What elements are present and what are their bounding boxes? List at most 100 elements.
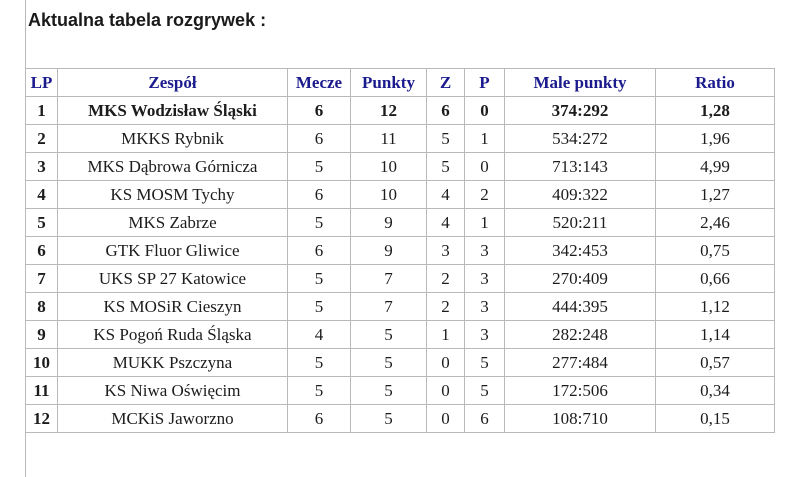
cell-mecze: 5 [287, 376, 351, 405]
cell-punkty: 5 [350, 320, 427, 349]
cell-z: 2 [426, 292, 465, 321]
cell-punkty: 7 [350, 292, 427, 321]
cell-lp: 8 [25, 292, 58, 321]
cell-male_punkty: 172:506 [504, 376, 656, 405]
cell-lp: 10 [25, 348, 58, 377]
table-row: 7 UKS SP 27 Katowice 5 7 2 3 270:409 0,66 [25, 264, 775, 293]
cell-team: KS MOSM Tychy [57, 180, 288, 209]
page-title: Aktualna tabela rozgrywek : [28, 10, 267, 30]
column-header-lp: LP [25, 68, 58, 97]
cell-punkty: 7 [350, 264, 427, 293]
column-header-p: P [464, 68, 505, 97]
cell-team: MKS Zabrze [57, 208, 288, 237]
cell-ratio: 1,27 [655, 180, 775, 209]
table-body: 1 MKS Wodzisław Śląski 6 12 6 0 374:292 1,28 2 MK… [25, 96, 775, 433]
cell-team: KS MOSiR Cieszyn [57, 292, 288, 321]
table-row: 5 MKS Zabrze 5 9 4 1 520:211 2,46 [25, 208, 775, 237]
cell-male_punkty: 444:395 [504, 292, 656, 321]
cell-male_punkty: 342:453 [504, 236, 656, 265]
column-header-z: Z [426, 68, 465, 97]
cell-punkty: 10 [350, 152, 427, 181]
table-row: LP Zespół Mecze Punkty Z P Male punkty Ratio [25, 68, 775, 97]
cell-ratio: 0,57 [655, 348, 775, 377]
cell-p: 6 [464, 404, 505, 433]
cell-male_punkty: 108:710 [504, 404, 656, 433]
table-row: 9 KS Pogoń Ruda Śląska 4 5 1 3 282:248 1,14 [25, 320, 775, 349]
cell-lp: 12 [25, 404, 58, 433]
table-row: 2 MKKS Rybnik 6 11 5 1 534:272 1,96 [25, 124, 775, 153]
cell-punkty: 9 [350, 208, 427, 237]
table-row: 4 KS MOSM Tychy 6 10 4 2 409:322 1,27 [25, 180, 775, 209]
table-row: 10 MUKK Pszczyna 5 5 0 5 277:484 0,57 [25, 348, 775, 377]
cell-male_punkty: 277:484 [504, 348, 656, 377]
cell-male_punkty: 520:211 [504, 208, 656, 237]
cell-p: 2 [464, 180, 505, 209]
cell-male_punkty: 534:272 [504, 124, 656, 153]
column-header-ratio: Ratio [655, 68, 775, 97]
column-header-male_punkty: Male punkty [504, 68, 656, 97]
cell-mecze: 5 [287, 152, 351, 181]
cell-mecze: 6 [287, 124, 351, 153]
cell-z: 3 [426, 236, 465, 265]
cell-male_punkty: 282:248 [504, 320, 656, 349]
table-row: 6 GTK Fluor Gliwice 6 9 3 3 342:453 0,75 [25, 236, 775, 265]
cell-mecze: 6 [287, 404, 351, 433]
cell-team: MKS Dąbrowa Górnicza [57, 152, 288, 181]
cell-p: 5 [464, 348, 505, 377]
cell-mecze: 4 [287, 320, 351, 349]
cell-ratio: 1,12 [655, 292, 775, 321]
cell-p: 1 [464, 208, 505, 237]
cell-mecze: 5 [287, 208, 351, 237]
cell-ratio: 0,75 [655, 236, 775, 265]
cell-mecze: 6 [287, 236, 351, 265]
cell-punkty: 5 [350, 376, 427, 405]
cell-team: KS Niwa Oświęcim [57, 376, 288, 405]
cell-p: 0 [464, 96, 505, 125]
cell-z: 2 [426, 264, 465, 293]
table-row: 11 KS Niwa Oświęcim 5 5 0 5 172:506 0,34 [25, 376, 775, 405]
cell-male_punkty: 409:322 [504, 180, 656, 209]
cell-p: 3 [464, 236, 505, 265]
table-row: 8 KS MOSiR Cieszyn 5 7 2 3 444:395 1,12 [25, 292, 775, 321]
cell-punkty: 5 [350, 348, 427, 377]
cell-team: MCKiS Jaworzno [57, 404, 288, 433]
column-header-team: Zespół [57, 68, 288, 97]
cell-mecze: 5 [287, 264, 351, 293]
cell-lp: 11 [25, 376, 58, 405]
cell-z: 1 [426, 320, 465, 349]
cell-ratio: 0,66 [655, 264, 775, 293]
cell-punkty: 5 [350, 404, 427, 433]
table-row: 12 MCKiS Jaworzno 6 5 0 6 108:710 0,15 [25, 404, 775, 433]
cell-z: 4 [426, 180, 465, 209]
cell-z: 5 [426, 152, 465, 181]
cell-z: 0 [426, 404, 465, 433]
cell-lp: 7 [25, 264, 58, 293]
cell-ratio: 1,14 [655, 320, 775, 349]
cell-team: MKKS Rybnik [57, 124, 288, 153]
cell-z: 0 [426, 376, 465, 405]
cell-lp: 1 [25, 96, 58, 125]
cell-p: 3 [464, 320, 505, 349]
cell-lp: 4 [25, 180, 58, 209]
cell-p: 0 [464, 152, 505, 181]
table-row: 1 MKS Wodzisław Śląski 6 12 6 0 374:292 1,28 [25, 96, 775, 125]
cell-punkty: 12 [350, 96, 427, 125]
cell-lp: 5 [25, 208, 58, 237]
cell-p: 1 [464, 124, 505, 153]
cell-punkty: 9 [350, 236, 427, 265]
cell-p: 3 [464, 264, 505, 293]
cell-lp: 9 [25, 320, 58, 349]
cell-male_punkty: 713:143 [504, 152, 656, 181]
cell-punkty: 10 [350, 180, 427, 209]
cell-ratio: 4,99 [655, 152, 775, 181]
cell-ratio: 0,15 [655, 404, 775, 433]
cell-team: MKS Wodzisław Śląski [57, 96, 288, 125]
cell-ratio: 1,96 [655, 124, 775, 153]
cell-z: 6 [426, 96, 465, 125]
cell-team: GTK Fluor Gliwice [57, 236, 288, 265]
cell-team: KS Pogoń Ruda Śląska [57, 320, 288, 349]
cell-punkty: 11 [350, 124, 427, 153]
table-row: 3 MKS Dąbrowa Górnicza 5 10 5 0 713:143 4,99 [25, 152, 775, 181]
